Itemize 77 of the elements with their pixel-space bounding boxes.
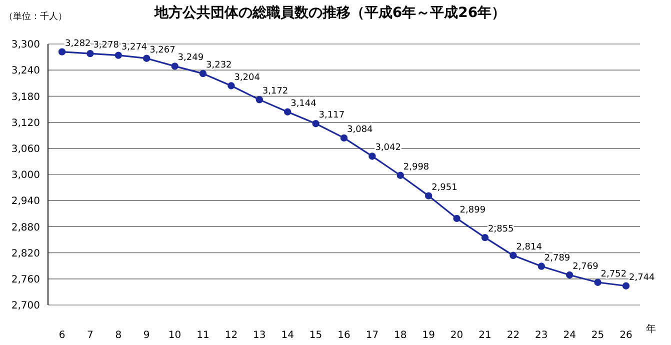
- data-label: 3,249: [178, 53, 204, 64]
- x-tick-label: 15: [309, 330, 322, 342]
- point: [566, 271, 574, 279]
- data-label: 3,278: [93, 40, 120, 51]
- data-label: 3,172: [262, 86, 288, 97]
- x-tick-label: 12: [224, 330, 238, 342]
- point: [622, 282, 630, 290]
- point: [453, 214, 460, 222]
- y-tick-label: 2,940: [11, 196, 40, 208]
- x-tick-label: 22: [506, 330, 520, 342]
- x-tick-label: 6: [58, 330, 66, 342]
- y-tick-label: 3,060: [11, 144, 40, 155]
- point: [538, 262, 545, 270]
- data-label: 3,117: [318, 110, 345, 121]
- x-tick-label: 10: [168, 330, 182, 342]
- data-label: 2,744: [629, 272, 656, 283]
- x-tick-label: 14: [281, 330, 294, 342]
- data-label: 3,144: [290, 98, 317, 109]
- data-label: 2,752: [600, 269, 627, 280]
- x-tick-label: 19: [422, 330, 435, 342]
- x-tick-label: 21: [478, 330, 492, 342]
- x-tick-label: 23: [535, 330, 548, 342]
- point: [256, 96, 263, 104]
- data-label: 2,769: [572, 262, 599, 272]
- x-tick-label: 26: [620, 330, 632, 342]
- point: [594, 278, 602, 286]
- y-tick-label: 2,820: [11, 248, 40, 260]
- x-tick-label: 7: [87, 330, 94, 342]
- point: [114, 52, 122, 59]
- y-tick-label: 3,180: [11, 92, 40, 103]
- point: [171, 62, 178, 70]
- y-tick-label: 3,120: [11, 118, 40, 129]
- text: （単位：千人）: [4, 10, 67, 23]
- point: [143, 54, 150, 62]
- y-tick-label: 2,700: [11, 300, 40, 312]
- point: [228, 82, 235, 90]
- x-axis-title: 年: [646, 323, 656, 336]
- data-label: 2,998: [403, 162, 430, 172]
- point: [481, 234, 489, 242]
- x-tick-label: 17: [366, 330, 379, 342]
- point: [58, 48, 66, 56]
- x-tick-label: 8: [115, 330, 122, 342]
- x-tick-label: 24: [563, 330, 576, 342]
- point: [340, 134, 348, 142]
- y-tick-label: 3,240: [11, 66, 40, 77]
- y-tick-label: 2,880: [11, 222, 40, 234]
- chart-title: 地方公共団体の総職員数の推移（平成6年～平成26年）: [154, 5, 506, 21]
- point: [284, 108, 292, 116]
- data-label: 3,084: [347, 124, 374, 135]
- x-tick-label: 11: [196, 330, 210, 342]
- y-tick-label: 3,300: [11, 40, 40, 51]
- point: [425, 192, 432, 200]
- point: [510, 252, 517, 260]
- data-label: 2,789: [544, 253, 570, 264]
- point: [368, 152, 376, 160]
- data-label: 3,267: [150, 45, 176, 56]
- x-tick-label: 18: [394, 330, 407, 342]
- x-tick-label: 9: [143, 330, 150, 342]
- data-label: 2,814: [516, 242, 542, 252]
- data-label: 3,204: [234, 72, 260, 83]
- data-label: 2,855: [488, 224, 514, 235]
- point: [396, 172, 404, 179]
- data-label: 3,042: [375, 143, 401, 154]
- data-label: 3,282: [65, 38, 91, 49]
- data-label: 2,899: [460, 205, 486, 216]
- x-tick-label: 13: [253, 330, 266, 342]
- data-label: 3,274: [121, 42, 148, 52]
- x-tick-label: 20: [450, 330, 464, 342]
- y-tick-label: 2,760: [11, 274, 40, 286]
- data-label: 2,951: [432, 182, 458, 193]
- y-tick-label: 3,000: [11, 170, 40, 182]
- point: [86, 50, 94, 58]
- point: [312, 120, 320, 128]
- point: [199, 70, 207, 78]
- x-tick-label: 25: [591, 330, 604, 342]
- x-tick-label: 16: [338, 330, 350, 342]
- data-label: 3,232: [206, 60, 232, 71]
